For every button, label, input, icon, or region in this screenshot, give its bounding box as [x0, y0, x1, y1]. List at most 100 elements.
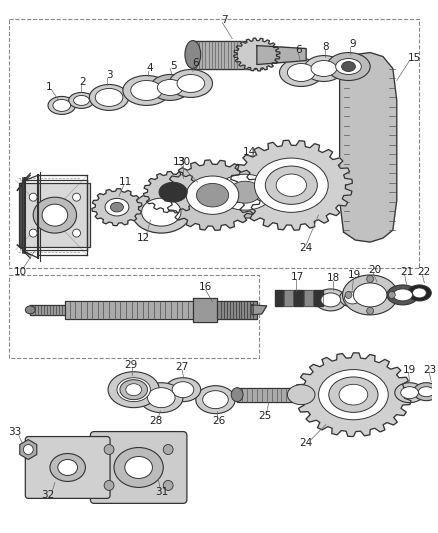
Ellipse shape	[23, 445, 33, 455]
FancyBboxPatch shape	[19, 183, 90, 247]
Ellipse shape	[353, 283, 387, 307]
Ellipse shape	[25, 306, 35, 314]
Text: 29: 29	[124, 360, 138, 370]
Text: 32: 32	[41, 490, 55, 500]
Polygon shape	[304, 290, 313, 306]
Text: 5: 5	[170, 61, 177, 70]
Ellipse shape	[342, 61, 355, 71]
Ellipse shape	[387, 285, 418, 305]
Polygon shape	[314, 290, 323, 306]
Ellipse shape	[185, 41, 201, 69]
Ellipse shape	[33, 197, 77, 233]
Ellipse shape	[186, 176, 239, 214]
Ellipse shape	[108, 372, 159, 408]
Ellipse shape	[150, 75, 190, 100]
Ellipse shape	[117, 378, 150, 402]
Ellipse shape	[148, 387, 175, 408]
Ellipse shape	[418, 386, 434, 397]
Circle shape	[104, 445, 114, 455]
Ellipse shape	[58, 459, 78, 475]
Text: 19: 19	[403, 365, 416, 375]
Ellipse shape	[110, 203, 124, 212]
Ellipse shape	[408, 285, 431, 301]
Text: 3: 3	[106, 70, 113, 80]
Ellipse shape	[140, 383, 183, 413]
Ellipse shape	[169, 69, 212, 98]
Circle shape	[104, 480, 114, 490]
Ellipse shape	[395, 383, 424, 402]
FancyBboxPatch shape	[25, 437, 110, 498]
Text: 26: 26	[212, 416, 225, 425]
Text: 12: 12	[137, 233, 150, 243]
Circle shape	[163, 445, 173, 455]
Ellipse shape	[339, 289, 365, 307]
Polygon shape	[257, 46, 306, 64]
Ellipse shape	[53, 100, 71, 111]
Ellipse shape	[287, 385, 315, 405]
Polygon shape	[92, 189, 142, 225]
Ellipse shape	[339, 384, 368, 405]
Polygon shape	[284, 290, 293, 306]
Text: 31: 31	[155, 487, 169, 497]
Polygon shape	[20, 440, 37, 459]
Circle shape	[29, 229, 37, 237]
Text: 24: 24	[300, 243, 313, 253]
Ellipse shape	[196, 386, 235, 414]
Ellipse shape	[231, 387, 243, 402]
Polygon shape	[193, 298, 217, 322]
Text: 27: 27	[175, 362, 189, 372]
Ellipse shape	[131, 80, 162, 100]
Ellipse shape	[125, 456, 152, 479]
Circle shape	[389, 292, 395, 298]
Text: 28: 28	[150, 416, 163, 425]
Ellipse shape	[393, 289, 413, 301]
Text: 21: 21	[400, 267, 413, 277]
Ellipse shape	[265, 166, 318, 204]
Ellipse shape	[48, 96, 76, 115]
Circle shape	[29, 193, 37, 201]
Text: 6: 6	[192, 58, 199, 68]
Ellipse shape	[318, 369, 388, 420]
Text: 10: 10	[14, 267, 27, 277]
Polygon shape	[30, 305, 65, 315]
Polygon shape	[164, 160, 261, 230]
Text: 1: 1	[46, 83, 52, 92]
Polygon shape	[65, 301, 193, 319]
Ellipse shape	[42, 204, 68, 226]
Polygon shape	[252, 305, 267, 315]
Text: 18: 18	[327, 273, 340, 283]
Polygon shape	[193, 41, 262, 69]
Ellipse shape	[165, 378, 201, 402]
Ellipse shape	[321, 293, 341, 307]
Circle shape	[163, 480, 173, 490]
Ellipse shape	[69, 92, 94, 108]
Ellipse shape	[114, 448, 163, 487]
Ellipse shape	[105, 198, 129, 216]
Circle shape	[367, 308, 374, 314]
Ellipse shape	[157, 79, 183, 95]
Ellipse shape	[74, 95, 89, 106]
Ellipse shape	[315, 289, 346, 311]
Ellipse shape	[177, 75, 205, 92]
Circle shape	[73, 229, 81, 237]
Text: 6: 6	[295, 45, 301, 54]
Polygon shape	[295, 353, 411, 437]
Ellipse shape	[50, 454, 85, 481]
Text: 22: 22	[418, 267, 431, 277]
Ellipse shape	[413, 383, 438, 401]
Ellipse shape	[217, 174, 272, 210]
Text: 20: 20	[368, 265, 381, 275]
Ellipse shape	[254, 158, 328, 212]
Ellipse shape	[126, 384, 141, 395]
Polygon shape	[144, 172, 203, 213]
Text: 9: 9	[349, 38, 356, 49]
Text: 8: 8	[322, 42, 329, 52]
Ellipse shape	[123, 76, 170, 106]
Ellipse shape	[95, 88, 123, 107]
Ellipse shape	[89, 84, 129, 110]
Text: 24: 24	[300, 438, 313, 448]
Ellipse shape	[159, 182, 187, 202]
Ellipse shape	[279, 59, 323, 86]
Polygon shape	[230, 140, 352, 230]
Text: 14: 14	[242, 147, 256, 157]
